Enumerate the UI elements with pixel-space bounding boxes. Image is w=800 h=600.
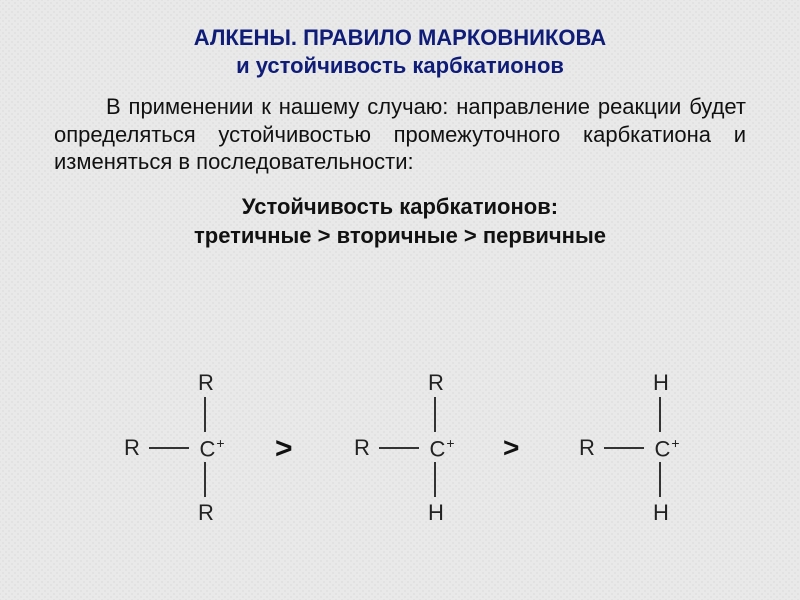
bond-top — [659, 397, 661, 432]
substituent-bottom: H — [649, 500, 673, 526]
carbocation-figure: R R C+ R > R R C+ H > H R C+ H — [0, 360, 800, 560]
cation-primary: H R C+ H — [545, 360, 725, 540]
substituent-left: R — [350, 435, 374, 461]
greater-than-2: > — [503, 432, 519, 464]
carbon-center: C+ — [195, 435, 229, 462]
substituent-top: H — [649, 370, 673, 396]
carbon-label: C — [654, 436, 670, 461]
bond-left — [149, 447, 189, 449]
intro-paragraph: В применении к нашему случаю: направлени… — [0, 79, 800, 176]
title-line-2: и устойчивость карбкатионов — [0, 52, 800, 80]
carbon-charge: + — [671, 435, 679, 451]
carbon-charge: + — [216, 435, 224, 451]
greater-than-1: > — [275, 432, 293, 466]
substituent-bottom: H — [424, 500, 448, 526]
substituent-left: R — [575, 435, 599, 461]
substituent-bottom: R — [194, 500, 218, 526]
cation-tertiary: R R C+ R — [90, 360, 270, 540]
substituent-top: R — [424, 370, 448, 396]
carbon-label: C — [199, 436, 215, 461]
carbon-center: C+ — [650, 435, 684, 462]
slide-title: АЛКЕНЫ. ПРАВИЛО МАРКОВНИКОВА и устойчиво… — [0, 0, 800, 79]
substituent-left: R — [120, 435, 144, 461]
title-line-1: АЛКЕНЫ. ПРАВИЛО МАРКОВНИКОВА — [0, 24, 800, 52]
carbon-charge: + — [446, 435, 454, 451]
bond-left — [604, 447, 644, 449]
cation-secondary: R R C+ H — [320, 360, 500, 540]
bond-left — [379, 447, 419, 449]
bond-bottom — [434, 462, 436, 497]
stability-heading: Устойчивость карбкатионов: третичные > в… — [0, 192, 800, 251]
stability-line-2: третичные > вторичные > первичные — [0, 221, 800, 251]
carbon-label: C — [429, 436, 445, 461]
carbon-center: C+ — [425, 435, 459, 462]
substituent-top: R — [194, 370, 218, 396]
bond-bottom — [204, 462, 206, 497]
bond-top — [204, 397, 206, 432]
bond-top — [434, 397, 436, 432]
bond-bottom — [659, 462, 661, 497]
stability-line-1: Устойчивость карбкатионов: — [0, 192, 800, 222]
